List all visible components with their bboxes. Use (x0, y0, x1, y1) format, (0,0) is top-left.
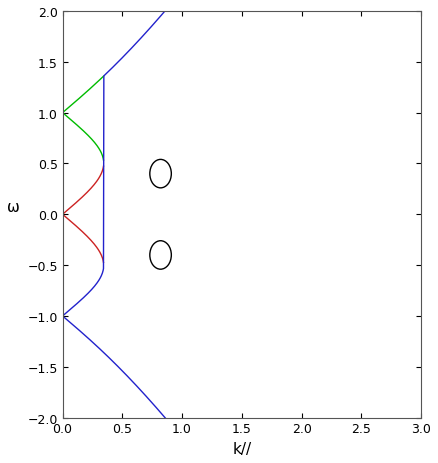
X-axis label: k//: k// (232, 441, 251, 456)
Y-axis label: ω: ω (7, 200, 20, 215)
